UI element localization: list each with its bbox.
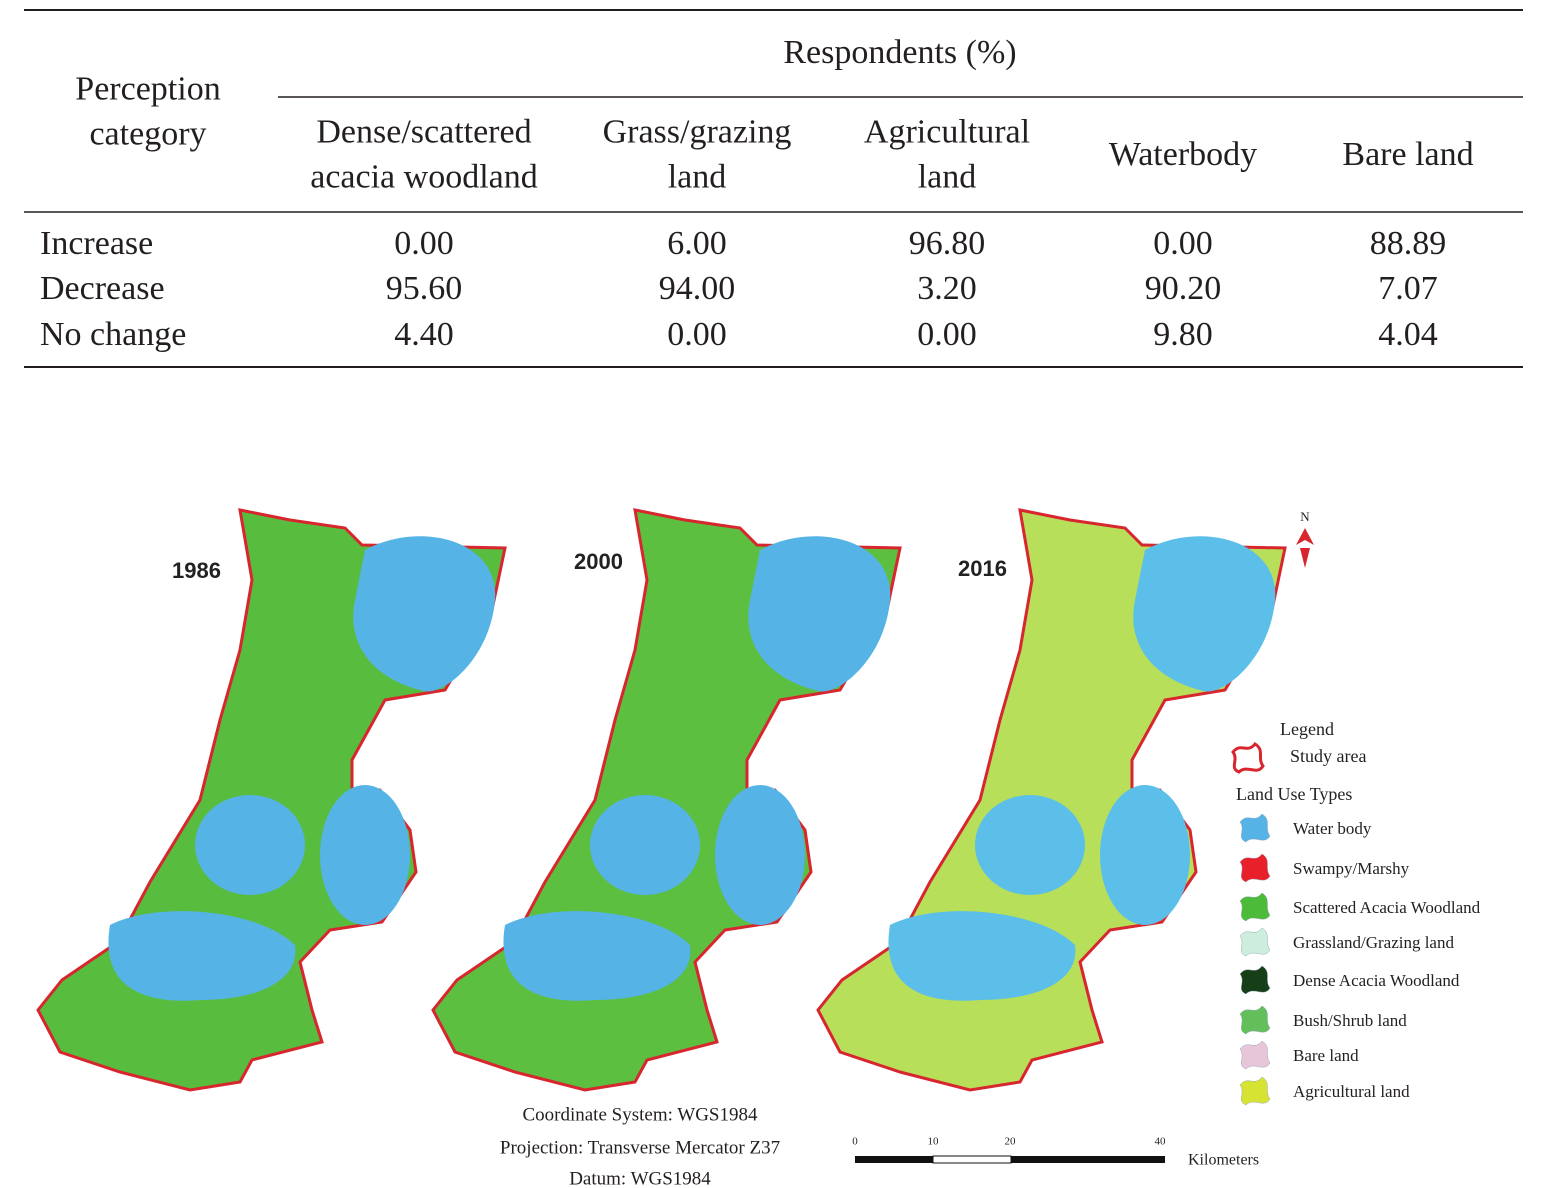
column-header: land bbox=[918, 158, 977, 195]
column-header: Grass/grazing bbox=[603, 113, 792, 150]
row-header: Perception bbox=[75, 70, 220, 107]
table: Perception category Respondents (%) Dense/s… bbox=[24, 9, 1523, 368]
column-header: land bbox=[668, 158, 727, 195]
map-note: Datum: WGS1984 bbox=[569, 1168, 711, 1188]
cell: 90.20 bbox=[1145, 270, 1222, 307]
column-header: Bare land bbox=[1342, 136, 1473, 173]
year-label: 1986 bbox=[172, 558, 221, 583]
cell: 7.07 bbox=[1378, 270, 1438, 307]
row-label: Decrease bbox=[40, 270, 165, 307]
scale-label: 20 bbox=[1005, 1136, 1017, 1148]
cell: 88.89 bbox=[1370, 225, 1447, 262]
cell: 95.60 bbox=[386, 270, 463, 307]
column-header: Waterbody bbox=[1109, 136, 1257, 173]
cell: 0.00 bbox=[917, 316, 977, 353]
cell: 0.00 bbox=[667, 316, 727, 353]
legend-title: Legend bbox=[1280, 719, 1334, 739]
legend-swatch bbox=[1239, 965, 1271, 995]
scale-label: 40 bbox=[1155, 1136, 1167, 1148]
map-panel bbox=[36, 508, 507, 1092]
legend-swatch bbox=[1239, 813, 1271, 843]
map-note: Coordinate System: WGS1984 bbox=[522, 1104, 758, 1125]
legend-subtitle: Land Use Types bbox=[1236, 784, 1352, 804]
scale-label: 10 bbox=[928, 1136, 940, 1148]
scale-unit: Kilometers bbox=[1188, 1152, 1259, 1169]
legend-label: Scattered Acacia Woodland bbox=[1293, 898, 1481, 917]
north-label: N bbox=[1300, 509, 1310, 524]
legend-swatch bbox=[1231, 742, 1265, 774]
row-header: category bbox=[89, 115, 206, 152]
cell: 94.00 bbox=[659, 270, 736, 307]
legend-swatch bbox=[1239, 1040, 1271, 1070]
scale-bar bbox=[855, 1155, 1165, 1164]
cell: 3.20 bbox=[917, 270, 977, 307]
legend-swatch bbox=[1239, 853, 1271, 883]
legend-swatch bbox=[1239, 892, 1271, 922]
legend-label: Swampy/Marshy bbox=[1293, 859, 1410, 878]
cell: 4.04 bbox=[1378, 316, 1438, 353]
column-header: Agricultural bbox=[864, 113, 1030, 150]
legend-swatch bbox=[1239, 1005, 1271, 1035]
north-arrow bbox=[1296, 528, 1314, 568]
row-label: No change bbox=[40, 316, 186, 353]
legend-label: Study area bbox=[1290, 746, 1366, 766]
legend-label: Grassland/Grazing land bbox=[1293, 933, 1454, 952]
map-note: Projection: Transverse Mercator Z37 bbox=[500, 1137, 780, 1158]
cell: 6.00 bbox=[667, 225, 727, 262]
legend-label: Water body bbox=[1293, 819, 1372, 838]
cell: 4.40 bbox=[394, 316, 454, 353]
scale-label: 0 bbox=[852, 1136, 858, 1148]
cell: 0.00 bbox=[394, 225, 454, 262]
group-header: Respondents (%) bbox=[783, 34, 1016, 71]
cell: 0.00 bbox=[1153, 225, 1213, 262]
legend-label: Bare land bbox=[1293, 1046, 1359, 1065]
cell: 96.80 bbox=[909, 225, 986, 262]
row-label: Increase bbox=[40, 225, 153, 262]
year-label: 2000 bbox=[574, 549, 623, 574]
column-header: acacia woodland bbox=[310, 158, 538, 195]
legend-swatch bbox=[1239, 927, 1271, 957]
cell: 9.80 bbox=[1153, 316, 1213, 353]
column-header: Dense/scattered bbox=[316, 113, 531, 150]
legend-label: Agricultural land bbox=[1293, 1082, 1410, 1101]
legend-label: Bush/Shrub land bbox=[1293, 1011, 1407, 1030]
legend-label: Dense Acacia Woodland bbox=[1293, 971, 1460, 990]
legend-swatch bbox=[1239, 1076, 1271, 1106]
year-label: 2016 bbox=[958, 556, 1007, 581]
map-figure: 1986 2000 2016 N Legend Study area Land Use Ty… bbox=[36, 508, 1481, 1188]
